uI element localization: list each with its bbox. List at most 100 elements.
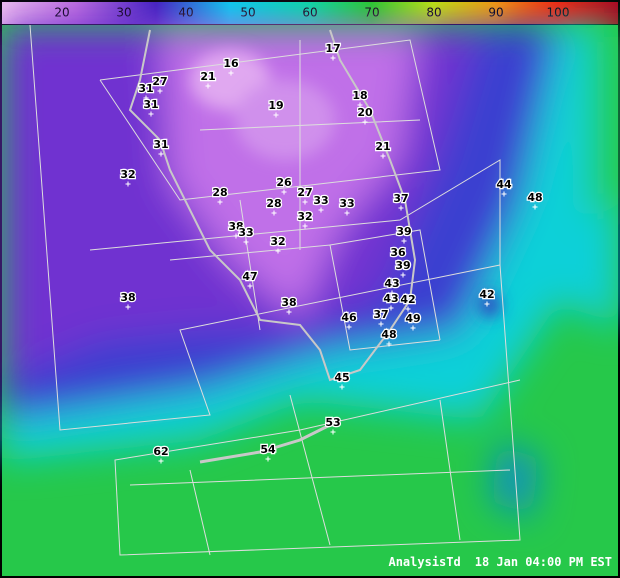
station-value: 31 [138, 82, 153, 95]
station-marker [125, 304, 131, 310]
station-marker [378, 321, 384, 327]
station-value: 26 [276, 176, 292, 189]
colorbar-label: 30 [116, 6, 131, 20]
footer: AnalysisTd 18 Jan 04:00 PM EST [388, 555, 612, 569]
colorbar-label: 20 [54, 6, 69, 20]
station-value: 33 [238, 226, 253, 239]
station-value: 27 [152, 75, 167, 88]
station-marker [205, 83, 211, 89]
station-marker [158, 151, 164, 157]
station-marker [318, 207, 324, 213]
station-value: 53 [325, 416, 340, 429]
station-marker [344, 210, 350, 216]
field [2, 25, 618, 576]
station-marker [247, 283, 253, 289]
station-marker [405, 306, 411, 312]
station-value: 39 [396, 225, 411, 238]
station-marker [143, 95, 149, 101]
valid-time: 18 Jan 04:00 PM EST [475, 555, 612, 569]
station-marker [330, 55, 336, 61]
colorbar-label: 70 [364, 6, 379, 20]
station-marker [388, 305, 394, 311]
station-value: 44 [496, 178, 512, 191]
station-marker [265, 456, 271, 462]
station-marker [346, 324, 352, 330]
station-marker [330, 429, 336, 435]
product: AnalysisTd [388, 555, 460, 569]
station-marker [395, 259, 401, 265]
station-marker [286, 309, 292, 315]
station-marker [157, 88, 163, 94]
station-marker [484, 301, 490, 307]
station-marker [400, 272, 406, 278]
station-marker [271, 210, 277, 216]
station-value: 37 [393, 192, 408, 205]
station-marker [389, 290, 395, 296]
station-value: 47 [242, 270, 257, 283]
station-marker [357, 102, 363, 108]
station-marker [125, 181, 131, 187]
station-value: 42 [479, 288, 494, 301]
station-marker [386, 341, 392, 347]
station-value: 21 [375, 140, 390, 153]
station-marker [148, 111, 154, 117]
station-value: 38 [120, 291, 135, 304]
station-value: 62 [153, 445, 168, 458]
station-value: 27 [297, 186, 312, 199]
station-marker [243, 239, 249, 245]
station-value: 38 [281, 296, 296, 309]
station-value: 48 [527, 191, 542, 204]
station-marker [532, 204, 538, 210]
colorbar-label: 100 [547, 6, 570, 20]
station-value: 38 [228, 220, 243, 233]
station-value: 32 [120, 168, 135, 181]
station-value: 21 [200, 70, 215, 83]
county-lines [29, 24, 521, 556]
colorbar-label: 50 [240, 6, 255, 20]
station-value: 48 [381, 328, 396, 341]
station-value: 16 [223, 57, 239, 70]
colorbar-label: 60 [302, 6, 317, 20]
colorbar-label: 80 [426, 6, 441, 20]
station-marker [275, 248, 281, 254]
station-value: 43 [383, 292, 398, 305]
station-marker [501, 191, 507, 197]
station-value: 39 [395, 259, 410, 272]
station-marker [233, 233, 239, 239]
station-value: 17 [325, 42, 340, 55]
station-value: 36 [390, 246, 406, 259]
station-value: 32 [270, 235, 285, 248]
station-marker [302, 223, 308, 229]
colorbar-label: 90 [488, 6, 503, 20]
station-marker [380, 153, 386, 159]
station-value: 33 [339, 197, 354, 210]
station-value: 46 [341, 311, 357, 324]
station-marker [228, 70, 234, 76]
station-marker [273, 112, 279, 118]
colorbar [2, 2, 618, 24]
station-marker [401, 238, 407, 244]
station-value: 49 [405, 312, 420, 325]
station-value: 18 [352, 89, 367, 102]
station-value: 31 [143, 98, 158, 111]
station-value: 20 [357, 106, 373, 119]
keys [199, 423, 331, 464]
station-value: 43 [384, 277, 399, 290]
station-marker [398, 205, 404, 211]
colorbar-label: 40 [178, 6, 193, 20]
station-marker [362, 119, 368, 125]
station-value: 31 [153, 138, 168, 151]
station-value: 33 [313, 194, 328, 207]
station-value: 28 [266, 197, 281, 210]
station-value: 42 [400, 293, 415, 306]
station-marker [339, 384, 345, 390]
station-value: 37 [373, 308, 388, 321]
station-value: 54 [260, 443, 276, 456]
station-value: 45 [334, 371, 349, 384]
coastline [128, 29, 417, 382]
station-marker [217, 199, 223, 205]
station-value: 19 [268, 99, 283, 112]
station-value: 28 [212, 186, 227, 199]
